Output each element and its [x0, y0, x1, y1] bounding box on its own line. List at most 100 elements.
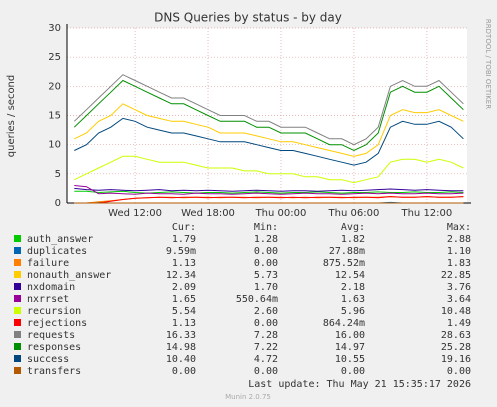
- legend-label: nxrrset: [27, 294, 69, 305]
- legend-stat: 27.88m: [329, 246, 365, 257]
- legend-label: rejections: [27, 318, 87, 329]
- legend-swatch: [14, 367, 21, 374]
- legend-swatch: [14, 271, 21, 278]
- series-line: [74, 185, 464, 195]
- legend-stat: 1.13: [172, 258, 196, 269]
- legend-stat: 14.98: [166, 342, 196, 353]
- legend-stat: 1.13: [172, 318, 196, 329]
- legend-stat: 1.63: [341, 294, 365, 305]
- x-tick-label: Wed 18:00: [181, 208, 235, 219]
- legend-stat: 875.52m: [323, 258, 365, 269]
- legend-stat: 14.97: [335, 342, 365, 353]
- legend-stat: 5.73: [254, 270, 278, 281]
- y-tick-label: 15: [48, 111, 61, 122]
- legend-label: duplicates: [27, 246, 87, 257]
- legend-stat: 19.16: [441, 354, 471, 365]
- legend-stat: 1.83: [447, 258, 471, 269]
- y-tick-label: 10: [48, 140, 61, 151]
- legend-header: Min:: [254, 222, 278, 233]
- legend-label: transfers: [27, 366, 81, 377]
- legend-stat: 0.00: [254, 366, 278, 377]
- legend-stat: 3.64: [447, 294, 471, 305]
- legend-label: nxdomain: [27, 282, 75, 293]
- legend-stat: 1.82: [341, 234, 365, 245]
- legend-stat: 5.96: [341, 306, 365, 317]
- series-line: [74, 196, 464, 204]
- legend-stat: 1.79: [172, 234, 196, 245]
- y-tick-label: 5: [55, 169, 61, 180]
- series-line: [74, 187, 464, 192]
- legend-swatch: [14, 247, 21, 254]
- legend-stat: 28.63: [441, 330, 471, 341]
- legend-label: recursion: [27, 306, 81, 317]
- legend-swatch: [14, 259, 21, 266]
- legend-stat: 7.22: [254, 342, 278, 353]
- legend-header: Max:: [447, 222, 471, 233]
- legend-swatch: [14, 235, 21, 242]
- legend-stat: 0.00: [172, 366, 196, 377]
- series-line: [73, 79, 464, 152]
- legend-stat: 1.10: [447, 246, 471, 257]
- legend-stat: 25.28: [441, 342, 471, 353]
- legend-label: success: [27, 354, 69, 365]
- legend-label: auth_answer: [27, 234, 93, 245]
- y-tick-label: 20: [48, 81, 61, 92]
- legend-stat: 12.34: [166, 270, 196, 281]
- legend-swatch: [14, 319, 21, 326]
- legend-stat: 4.72: [254, 354, 278, 365]
- legend-stat: 16.00: [335, 330, 365, 341]
- legend-header: Avg:: [341, 222, 365, 233]
- legend-label: requests: [27, 330, 75, 341]
- legend-stat: 550.64m: [236, 294, 278, 305]
- y-tick-label: 30: [48, 23, 61, 34]
- legend-label: responses: [27, 342, 81, 353]
- series-line: [74, 117, 464, 166]
- y-tick-label: 0: [55, 198, 61, 209]
- legend-swatch: [14, 307, 21, 314]
- legend-swatch: [14, 283, 21, 290]
- legend-stat: 16.33: [166, 330, 196, 341]
- x-tick-label: Thu 00:00: [255, 208, 307, 219]
- legend-label: failure: [27, 258, 69, 269]
- legend-stat: 12.54: [335, 270, 365, 281]
- legend-stat: 0.00: [341, 366, 365, 377]
- legend-stat: 10.48: [441, 306, 471, 317]
- y-tick-label: 25: [48, 52, 61, 63]
- series-line: [74, 155, 464, 184]
- series-line: [74, 190, 464, 194]
- legend-stat: 864.24m: [323, 318, 365, 329]
- legend-stat: 0.00: [254, 318, 278, 329]
- legend-label: nonauth_answer: [27, 270, 111, 281]
- legend-stat: 0.00: [447, 366, 471, 377]
- last-update: Last update: Thu May 21 15:35:17 2026: [248, 379, 471, 390]
- legend-stat: 2.18: [341, 282, 365, 293]
- legend-stat: 22.85: [441, 270, 471, 281]
- legend-swatch: [14, 331, 21, 338]
- x-tick-label: Thu 06:00: [328, 208, 380, 219]
- legend-stat: 2.60: [254, 306, 278, 317]
- legend-stat: 10.55: [335, 354, 365, 365]
- series-line: [74, 103, 464, 157]
- legend-stat: 2.09: [172, 282, 196, 293]
- legend-stat: 3.76: [447, 282, 471, 293]
- legend-stat: 9.59m: [166, 246, 196, 257]
- footer: Munin 2.0.75: [225, 393, 271, 401]
- legend-swatch: [14, 343, 21, 350]
- legend-stat: 5.54: [172, 306, 196, 317]
- legend-header: Cur:: [172, 222, 196, 233]
- legend-stat: 7.28: [254, 330, 278, 341]
- y-axis-label: queries / second: [6, 75, 17, 157]
- legend-stat: 1.70: [254, 282, 278, 293]
- chart-title: DNS Queries by status - by day: [154, 11, 342, 25]
- legend-stat: 2.88: [447, 234, 471, 245]
- legend-stat: 10.40: [166, 354, 196, 365]
- legend-stat: 0.00: [254, 258, 278, 269]
- x-tick-label: Wed 12:00: [108, 208, 162, 219]
- legend-stat: 0.00: [254, 246, 278, 257]
- series-line: [73, 74, 464, 146]
- side-note: RRDTOOL / TOBI OETIKER: [484, 19, 492, 109]
- x-tick-label: Thu 12:00: [400, 208, 452, 219]
- legend-swatch: [14, 355, 21, 362]
